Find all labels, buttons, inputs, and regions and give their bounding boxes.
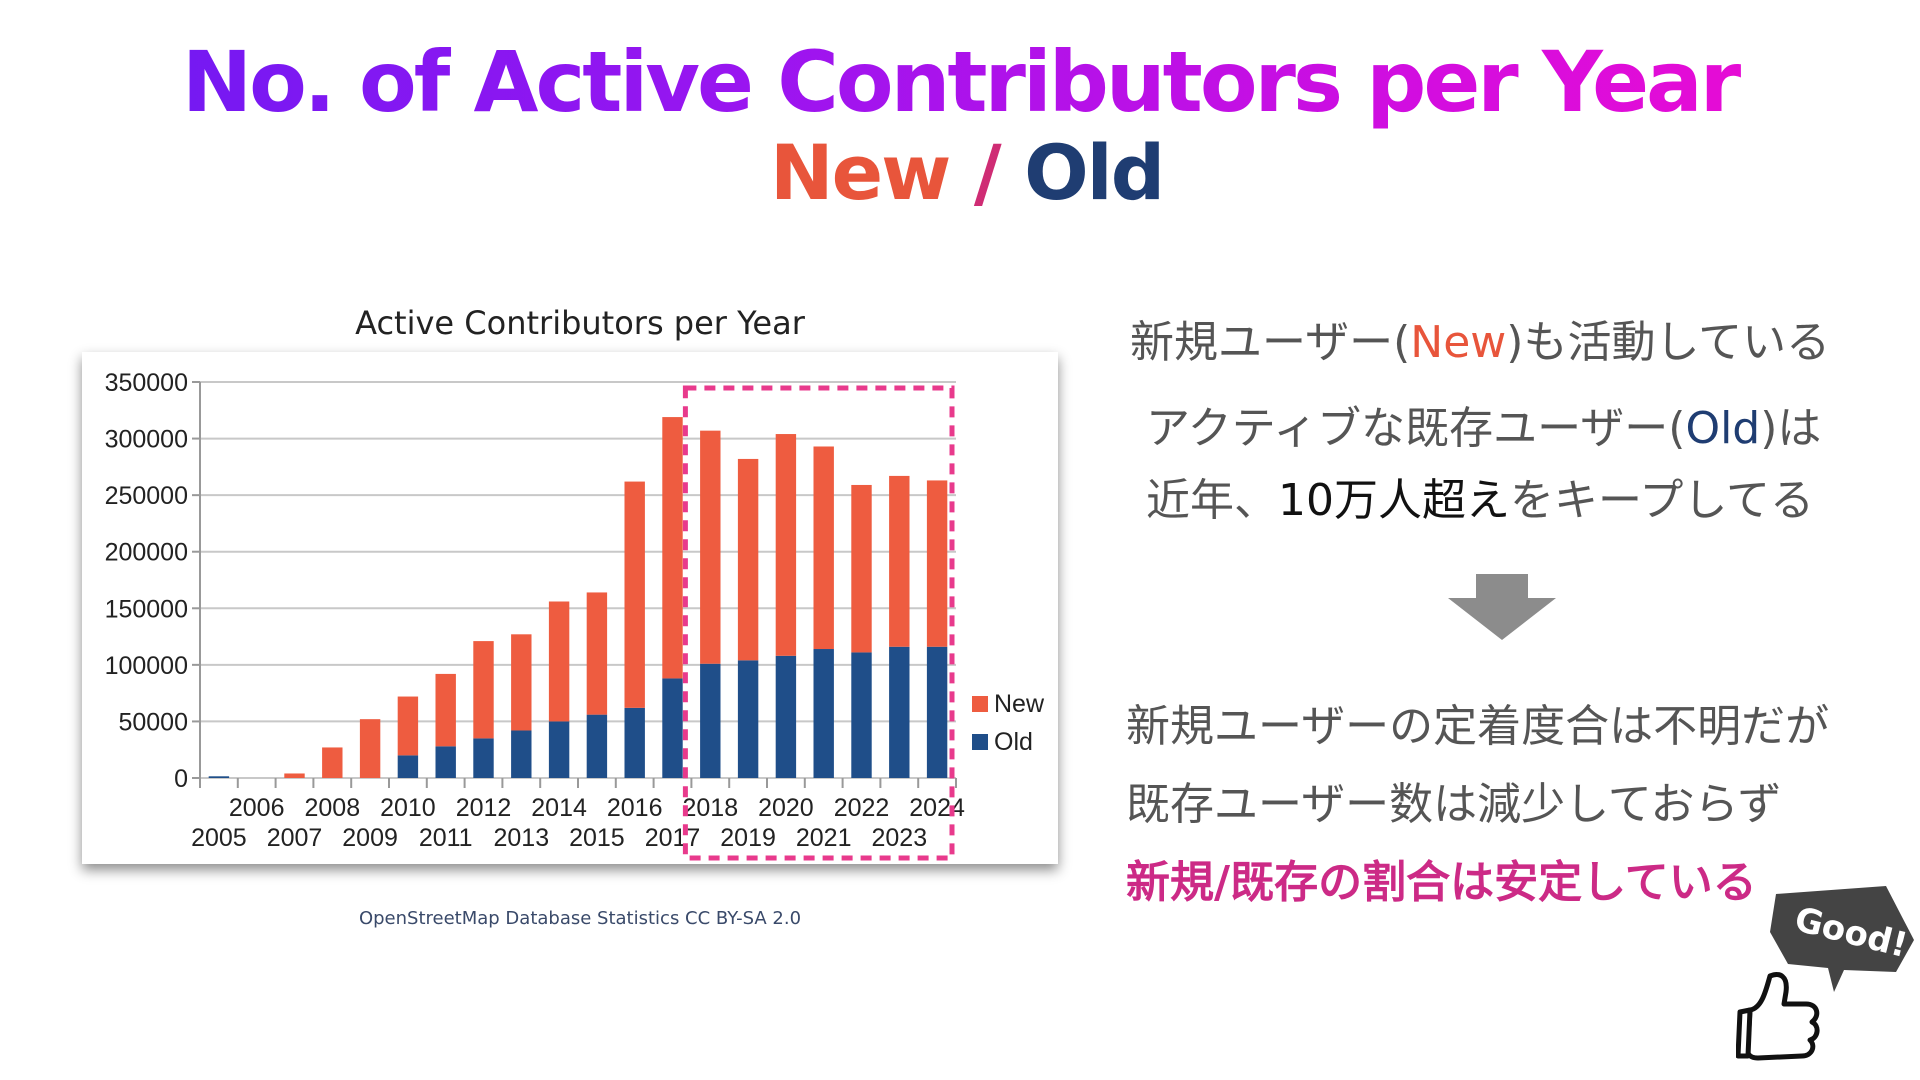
note-line-3: 近年、10万人超えをキープしてる	[1146, 464, 1814, 528]
bar-new-2019	[737, 458, 759, 661]
bar-new-2009	[359, 719, 381, 778]
bar-old-2019	[737, 660, 759, 778]
y-tick-label: 0	[174, 765, 188, 793]
legend-swatch-new	[972, 696, 988, 712]
y-tick-label: 150000	[105, 595, 188, 623]
x-tick-label: 2024	[909, 794, 965, 822]
bar-new-2016	[624, 481, 645, 708]
x-tick-label: 2021	[796, 824, 852, 852]
bar-old-2011	[435, 746, 456, 778]
bar-old-2024	[926, 646, 948, 778]
x-tick-label: 2023	[871, 824, 927, 852]
x-tick-label: 2016	[607, 794, 663, 822]
bar-old-2018	[700, 663, 721, 778]
note-line-5: 既存ユーザー数は減少しておらず	[1126, 779, 1782, 830]
note-line-1: 新規ユーザー(New)も活動している	[1130, 306, 1830, 370]
x-tick-label: 2011	[419, 824, 473, 852]
x-tick-label: 2020	[758, 794, 814, 822]
bar-new-2010	[397, 696, 419, 756]
bar-old-2015	[586, 714, 608, 778]
note-line-2: アクティブな既存ユーザー(Old)は	[1146, 392, 1821, 456]
subtitle-new: New	[770, 128, 951, 217]
bar-old-2023	[889, 646, 910, 778]
slide-subtitle: New / Old	[770, 128, 1165, 217]
bar-new-2013	[511, 634, 532, 731]
bar-old-2016	[624, 707, 645, 778]
source-caption: OpenStreetMap Database Statistics CC BY-…	[358, 908, 802, 929]
note-line-4: 新規ユーザーの定着度合は不明だが	[1126, 701, 1830, 752]
bar-new-2012	[473, 641, 494, 739]
note-text: 新規ユーザー(	[1130, 317, 1411, 368]
y-tick-label: 50000	[118, 708, 188, 736]
down-arrow-icon	[1448, 574, 1556, 640]
note-text: アクティブな既存ユーザー(	[1146, 403, 1686, 454]
bar-new-2015	[586, 592, 608, 715]
x-tick-label: 2012	[456, 794, 512, 822]
y-tick-label: 200000	[105, 539, 188, 567]
x-tick-label: 2010	[380, 794, 436, 822]
stacked-bar-chart: 0 50000 100000 150000 200000 250000 300000 3500…	[105, 369, 1045, 861]
legend-label-old: Old	[994, 728, 1033, 756]
bar-new-2007	[284, 773, 305, 778]
x-tick-label: 2017	[645, 824, 701, 852]
bar-old-2014	[548, 721, 570, 778]
bar-new-2020	[775, 434, 797, 656]
highlight-box	[682, 385, 955, 861]
chart-title: Active Contributors per Year	[355, 304, 805, 342]
x-tick-label: 2022	[834, 794, 890, 822]
bar-new-2014	[548, 601, 570, 722]
y-tick-label: 350000	[105, 369, 188, 397]
bar-new-2017	[662, 417, 683, 679]
x-tick-label: 2019	[720, 824, 776, 852]
y-tick-label: 100000	[105, 652, 188, 680]
y-tick-label: 300000	[105, 426, 188, 454]
note-new-word: New	[1410, 317, 1507, 368]
bar-new-2023	[889, 475, 910, 647]
bar-old-2012	[473, 738, 494, 778]
x-tick-label: 2018	[682, 794, 738, 822]
x-tick-label: 2005	[191, 824, 247, 852]
slide-title: No. of Active Contributors per Year	[0, 34, 1920, 131]
chart-card: 0 50000 100000 150000 200000 250000 300000 3500…	[82, 352, 1058, 864]
bar-old-2021	[813, 649, 834, 778]
note-line-6: 新規/既存の割合は安定している	[1126, 857, 1757, 908]
bar-new-2018	[700, 430, 721, 664]
x-tick-label: 2009	[342, 824, 398, 852]
bar-old-2010	[397, 755, 419, 778]
x-tick-label: 2013	[493, 824, 549, 852]
note-old-word: Old	[1685, 403, 1761, 454]
x-tick-label: 2007	[267, 824, 323, 852]
subtitle-separator: /	[949, 128, 1025, 217]
legend-swatch-old	[972, 734, 988, 750]
bar-old-2013	[511, 730, 532, 778]
subtitle-old: Old	[1024, 128, 1165, 217]
bar-old-2017	[662, 678, 683, 778]
bar-new-2008	[322, 747, 343, 778]
x-tick-label: 2006	[229, 794, 285, 822]
note-text: )も活動している	[1506, 317, 1831, 368]
bar-new-2021	[813, 446, 834, 650]
bar-new-2024	[926, 480, 948, 647]
bar-old-2020	[775, 655, 797, 778]
y-tick-label: 250000	[105, 482, 188, 510]
note-text: 近年、	[1146, 475, 1278, 526]
bar-new-2011	[435, 673, 456, 747]
x-tick-label: 2015	[569, 824, 625, 852]
note-text: )は	[1760, 403, 1822, 454]
note-emphasis: 10万人超え	[1278, 475, 1510, 526]
good-thumbs-up-icon: Good!	[1736, 886, 1914, 1061]
x-tick-label: 2014	[531, 794, 587, 822]
legend-label-new: New	[994, 690, 1045, 718]
x-tick-label: 2008	[304, 794, 360, 822]
bar-new-2022	[851, 484, 872, 653]
bar-old-2022	[851, 652, 872, 778]
note-text: をキープしてる	[1510, 475, 1815, 526]
bar-old-2005	[208, 776, 230, 778]
